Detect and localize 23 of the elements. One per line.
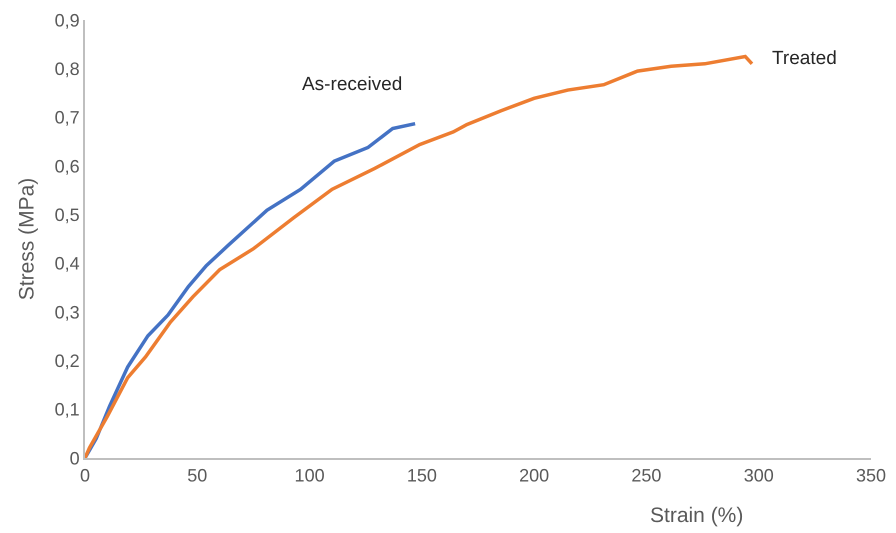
- line-series: [85, 54, 754, 458]
- series-label: As-received: [302, 74, 402, 95]
- y-tick-label: 0: [70, 448, 80, 468]
- y-tick-label: 0,1: [54, 400, 80, 420]
- y-tick-label: 0,9: [54, 10, 80, 30]
- y-tick-label: 0,3: [54, 302, 80, 322]
- y-tick-label: 0,6: [54, 156, 80, 176]
- x-tick-label: 300: [744, 465, 774, 486]
- line-series: [85, 122, 417, 458]
- y-tick-label: 0,8: [54, 58, 80, 79]
- x-tick-label: 350: [856, 465, 886, 486]
- x-tick-label: 250: [631, 465, 662, 486]
- y-tick-label: 0,2: [54, 350, 80, 371]
- x-tick-label: 200: [519, 465, 550, 486]
- x-tick-label: 50: [187, 465, 208, 486]
- series-label: Treated: [772, 48, 837, 69]
- x-tick-label: 100: [294, 465, 325, 486]
- y-axis-title: Stress (MPa): [15, 178, 38, 300]
- y-tick-label: 0,4: [54, 254, 80, 274]
- x-tick-label: 150: [406, 465, 437, 486]
- x-axis-title: Strain (%): [650, 504, 744, 527]
- y-tick-label: 0,5: [54, 204, 80, 225]
- y-tick-label: 0,7: [54, 108, 80, 128]
